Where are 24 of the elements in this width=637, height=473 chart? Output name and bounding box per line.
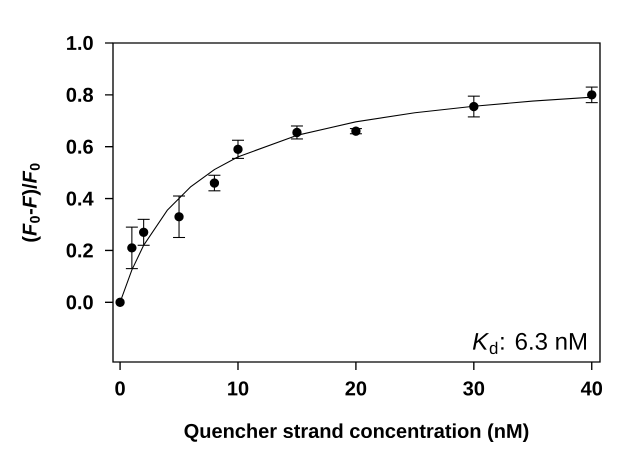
point [174,212,184,222]
y-tick-label: 0.0 [66,295,93,310]
point [115,298,125,308]
y-tick-label: 0.6 [66,140,93,154]
point [469,102,478,112]
point [127,243,137,253]
y-tick-label: 0.4 [66,192,94,206]
x-tick-label: 40 [580,381,602,396]
x-tick-label: 20 [345,381,366,396]
y-tick-label: 0.8 [66,88,93,102]
annotation: K$_{d}$: 6.3 nM [472,332,586,354]
y-tick-label: 1.0 [67,36,93,50]
x-tick-label: 10 [228,381,248,396]
y-tick-label: 0.2 [66,243,93,258]
point [138,228,148,237]
x-tick-label: 0 [115,381,125,396]
y-axis-title: (F$_{0}$-F)/F$_{0}$ [22,164,41,242]
point [351,126,361,136]
point [210,178,220,188]
x-axis-title: Quencher strand concentration (nM) [184,423,528,442]
point [587,90,596,100]
point [233,144,243,154]
point [292,128,302,138]
x-tick-label: 30 [463,381,484,396]
